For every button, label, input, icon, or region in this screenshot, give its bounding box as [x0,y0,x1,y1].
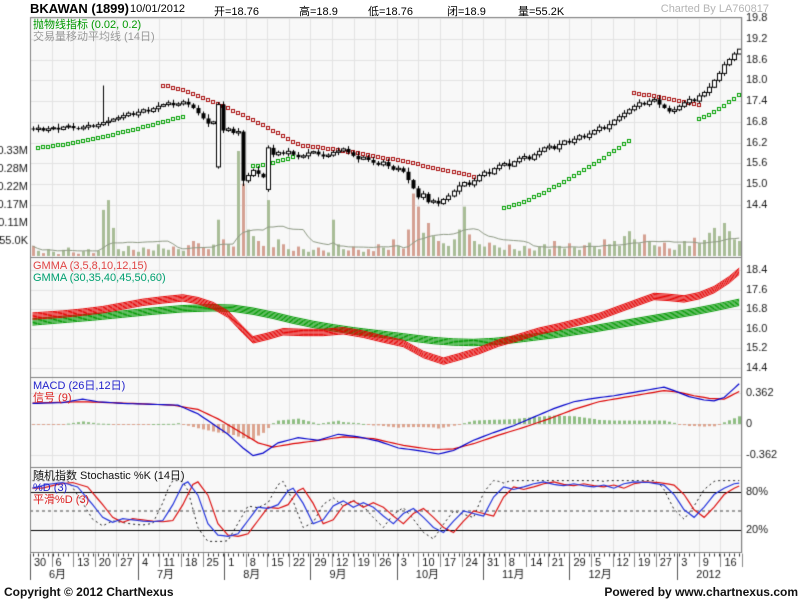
stochastic-d-label: %D (3) [33,482,68,494]
stochastic-sd-label: 平滑%D (3) [33,494,90,506]
quote-date: 10/01/2012 [130,3,186,15]
quote-high: 高=18.9 [299,6,338,18]
powered-by-link[interactable]: Powered by www.chartnexus.com [604,585,798,599]
quote-volume: 量=55.2K [518,6,565,18]
quote-low: 低=18.76 [368,6,413,18]
charted-by-watermark: Charted By LA760817 [660,3,769,15]
macd-label: MACD (26日,12日) [33,380,126,392]
macd-signal-label: 信号 (9) [33,392,72,404]
volume-ma-label: 交易量移动平均线 (14日) [33,31,155,43]
gmma-fast-label: GMMA (3,5,8,10,12,15) [33,260,148,272]
quote-open: 开=18.76 [214,6,259,18]
stochastic-label: 随机指数 Stochastic %K (14日) [33,470,185,482]
copyright-text: Copyright © 2012 ChartNexus [4,585,174,599]
gmma-slow-label: GMMA (30,35,40,45,50,60) [33,272,166,284]
stock-title: BKAWAN (1899) [30,1,129,16]
quote-close: 闭=18.9 [447,6,486,18]
parabolic-sar-label: 抛物线指标 (0.02, 0.2) [33,19,142,31]
